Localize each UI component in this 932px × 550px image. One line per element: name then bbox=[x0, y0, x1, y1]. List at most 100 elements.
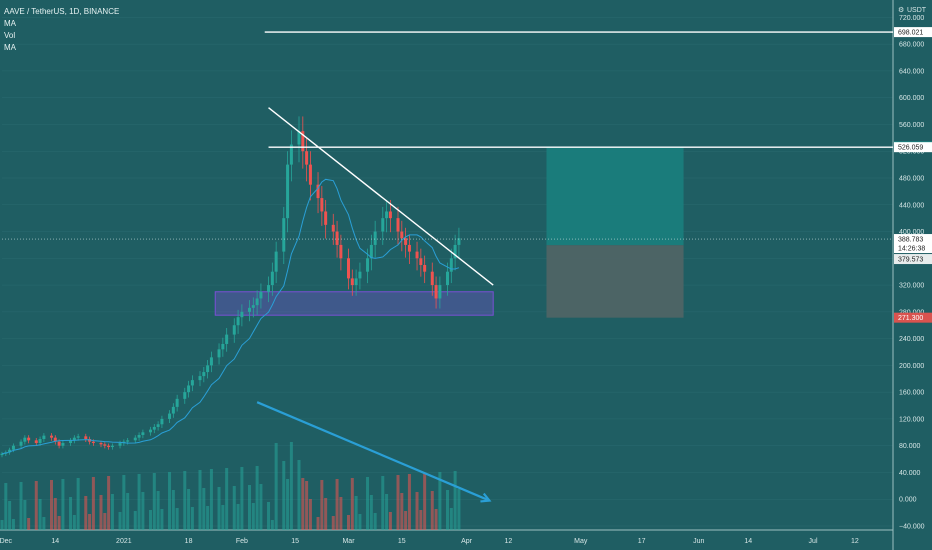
volume-bar bbox=[331, 516, 335, 530]
volume-bar bbox=[156, 491, 160, 530]
candle-body bbox=[248, 307, 251, 312]
candle-body bbox=[141, 432, 145, 435]
price-tag-label: 698.021 bbox=[898, 30, 923, 37]
moving-average bbox=[1, 178, 460, 455]
candle-body bbox=[156, 424, 160, 427]
candle-body bbox=[152, 426, 156, 430]
price-tick-label: 120.000 bbox=[899, 416, 924, 423]
candle-body bbox=[339, 244, 343, 259]
candle-body bbox=[259, 291, 263, 299]
candle-body bbox=[369, 244, 373, 259]
volume-trend-arrow[interactable] bbox=[256, 401, 492, 503]
candle-body bbox=[335, 231, 339, 245]
indicator-vol[interactable]: Vol bbox=[4, 31, 16, 40]
price-tag bbox=[894, 142, 932, 153]
candle-body bbox=[171, 406, 175, 414]
position-zones[interactable] bbox=[546, 146, 684, 318]
volume-bar bbox=[388, 512, 392, 530]
candle-body bbox=[267, 285, 271, 292]
volume-bar bbox=[152, 473, 156, 530]
candle-body bbox=[76, 436, 80, 438]
volume-bar bbox=[449, 508, 453, 530]
time-tick-label: Dec bbox=[0, 538, 13, 545]
volume-bar bbox=[438, 472, 442, 530]
volume-bar bbox=[236, 504, 240, 530]
volume-bar bbox=[107, 476, 111, 530]
candle-body bbox=[308, 164, 312, 185]
candle-body bbox=[209, 357, 213, 366]
candle-body bbox=[183, 392, 187, 399]
indicator-ma-1[interactable]: MA bbox=[4, 19, 16, 28]
volume-bar bbox=[373, 513, 377, 530]
volume-bar bbox=[289, 442, 293, 530]
volume-bar bbox=[4, 483, 8, 530]
candle-body bbox=[69, 440, 73, 444]
candle-body bbox=[385, 211, 389, 219]
candle-body bbox=[255, 298, 259, 306]
volume-bar bbox=[457, 489, 461, 530]
volume-bar bbox=[8, 501, 12, 530]
volume-bar bbox=[396, 475, 400, 530]
volume-bar bbox=[301, 478, 305, 530]
price-tick-label: 520.000 bbox=[899, 149, 924, 156]
volume-bar bbox=[187, 489, 191, 530]
candle-body bbox=[316, 184, 320, 199]
volume-bar bbox=[34, 481, 38, 530]
volume-bar bbox=[23, 500, 27, 530]
volume-bar bbox=[251, 503, 255, 530]
candle-body bbox=[297, 131, 301, 145]
volume-bar bbox=[430, 491, 434, 530]
volume-bar bbox=[126, 493, 130, 530]
volume-bar bbox=[99, 495, 103, 530]
candle-body bbox=[457, 238, 461, 245]
candle-body bbox=[27, 437, 31, 441]
candle-body bbox=[415, 251, 419, 259]
volume-bar bbox=[248, 485, 251, 530]
candle-body bbox=[301, 131, 305, 152]
time-tick-label: 18 bbox=[185, 538, 193, 545]
volume-bar bbox=[415, 492, 419, 530]
candle-body bbox=[446, 271, 449, 286]
candle-body bbox=[202, 372, 206, 377]
candle-body bbox=[206, 365, 210, 373]
volume-bar bbox=[335, 479, 339, 530]
volume-bar bbox=[110, 494, 114, 530]
candle-body bbox=[221, 343, 225, 350]
volume-bar bbox=[88, 514, 92, 530]
candle-body bbox=[225, 334, 229, 344]
volume-bar bbox=[446, 490, 449, 530]
indicator-ma-2[interactable]: MA bbox=[4, 43, 16, 52]
candle-body bbox=[270, 271, 274, 286]
candle-body bbox=[190, 380, 194, 386]
volume-bar bbox=[350, 478, 354, 530]
candle-body bbox=[187, 385, 191, 393]
candle-body bbox=[160, 418, 164, 425]
volume-bar bbox=[183, 471, 187, 530]
price-tick-label: 160.000 bbox=[899, 390, 924, 397]
candle-body bbox=[53, 437, 57, 442]
time-tick-label: 15 bbox=[291, 538, 299, 545]
candle-body bbox=[423, 265, 427, 272]
time-tick-label: 14 bbox=[744, 538, 752, 545]
candle-body bbox=[407, 244, 411, 252]
volume-bar bbox=[320, 480, 324, 530]
price-tick-label: 0.000 bbox=[899, 497, 917, 504]
support-box[interactable] bbox=[214, 291, 494, 316]
candle-body bbox=[217, 349, 221, 358]
symbol-label[interactable]: AAVE / TetherUS, 1D, BINANCE bbox=[4, 7, 120, 16]
candle-body bbox=[84, 436, 88, 439]
arrow-shaft bbox=[256, 401, 490, 502]
drawing-lines[interactable] bbox=[2, 31, 893, 286]
candle-body bbox=[434, 285, 438, 299]
volume-bar bbox=[270, 520, 274, 530]
price-tag-label: 14:26:38 bbox=[898, 246, 925, 253]
candle-body bbox=[350, 278, 354, 286]
time-axis[interactable]: Dec 14 2021 18 Feb 15 Mar 15 Apr 12 May 17 Jun 14 Jul 1… bbox=[0, 538, 859, 545]
candle-body bbox=[347, 258, 350, 279]
candle-body bbox=[103, 444, 107, 446]
volume-bar bbox=[225, 468, 229, 530]
volume-bar bbox=[206, 506, 210, 530]
candle-body bbox=[23, 437, 27, 442]
price-tick-label: 560.000 bbox=[899, 122, 924, 129]
